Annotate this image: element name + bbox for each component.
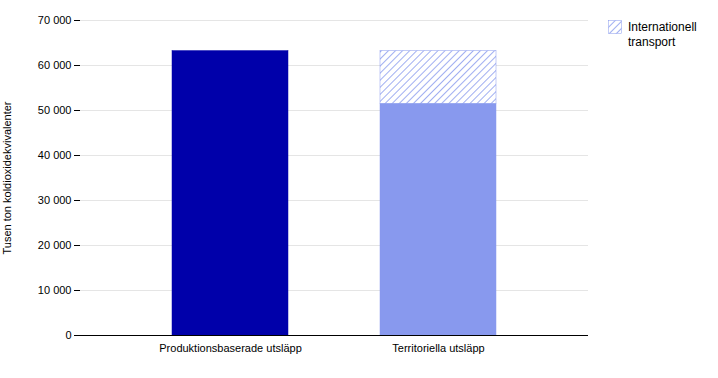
svg-text:30 000: 30 000	[38, 194, 72, 206]
html-text:Internationell transport: Internationell transport	[628, 20, 697, 49]
svg-text:50 000: 50 000	[38, 104, 72, 116]
svg-text:Produktionsbaserade utsläpp: Produktionsbaserade utsläpp	[159, 342, 301, 354]
svg-text:Tusen ton koldioxidekvivalente: Tusen ton koldioxidekvivalenter	[1, 101, 13, 254]
svg-text:40 000: 40 000	[38, 149, 72, 161]
svg-text:20 000: 20 000	[38, 239, 72, 251]
svg-text:Territoriella utsläpp: Territoriella utsläpp	[392, 342, 484, 354]
svg-text:60 000: 60 000	[38, 59, 72, 71]
svg-text:10 000: 10 000	[38, 284, 72, 296]
svg-text:0: 0	[65, 329, 71, 341]
svg-text:70 000: 70 000	[38, 14, 72, 26]
